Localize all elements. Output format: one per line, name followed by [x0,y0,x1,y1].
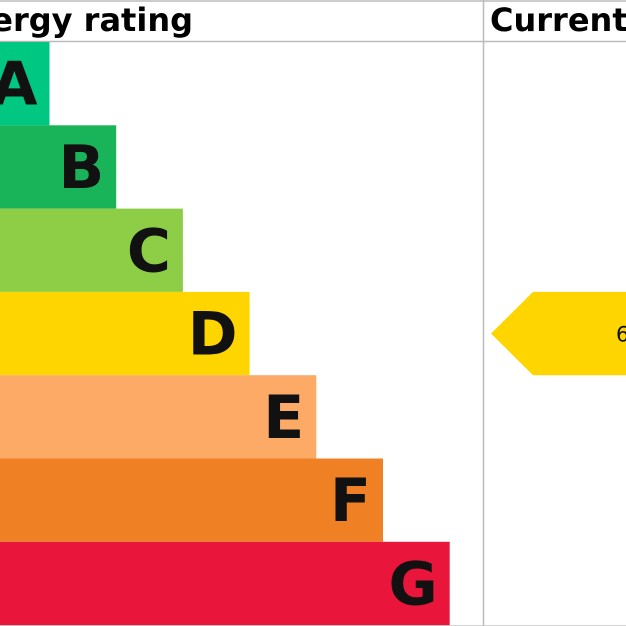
band-letter-b: B [58,133,104,203]
current-rating: 6 [491,291,626,376]
band-letter-c: C [127,216,171,286]
band-letter-a: A [0,50,38,120]
band-bar-c [0,208,183,292]
current-rating-arrow [491,291,626,376]
band-bar-e [0,375,317,459]
band-bar-a [0,42,50,126]
band-bar-f [0,458,383,542]
band-bar-g [0,541,450,626]
band-bar-d [0,291,250,376]
current-rating-score: 6 [616,323,626,347]
band-bar-b [0,125,117,209]
band-letter-e: E [263,383,304,453]
header-current: Current [490,1,626,39]
band-letter-g: G [388,549,437,619]
band-letter-d: D [188,300,238,370]
band-letter-f: F [330,466,371,536]
header-energy-rating: Energy rating [0,1,193,39]
